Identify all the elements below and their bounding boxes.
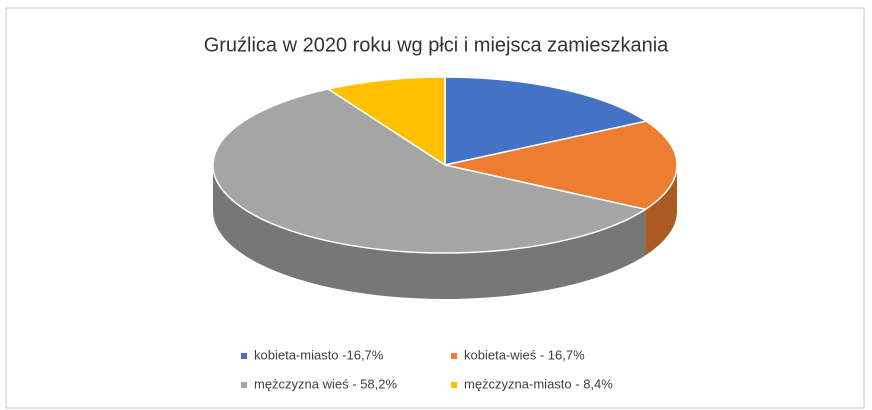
chart-title: Gruźlica w 2020 roku wg płci i miejsca z… (204, 34, 669, 56)
slice-side (213, 165, 646, 299)
slice (212, 88, 648, 254)
legend-marker (451, 353, 457, 359)
legend-marker (241, 382, 247, 388)
slice (444, 120, 678, 211)
legend-marker (451, 382, 457, 388)
legend-text: mężczyzna-miasto - 8,4% (464, 376, 613, 391)
legend-text: kobieta-miasto -16,7% (254, 347, 384, 362)
legend-text: kobieta-wieś - 16,7% (464, 347, 585, 362)
slice (326, 76, 446, 167)
slice-side (645, 165, 677, 256)
legend-text: mężczyzna wieś - 58,2% (254, 376, 397, 391)
slice (444, 76, 649, 166)
legend-marker (241, 353, 247, 359)
